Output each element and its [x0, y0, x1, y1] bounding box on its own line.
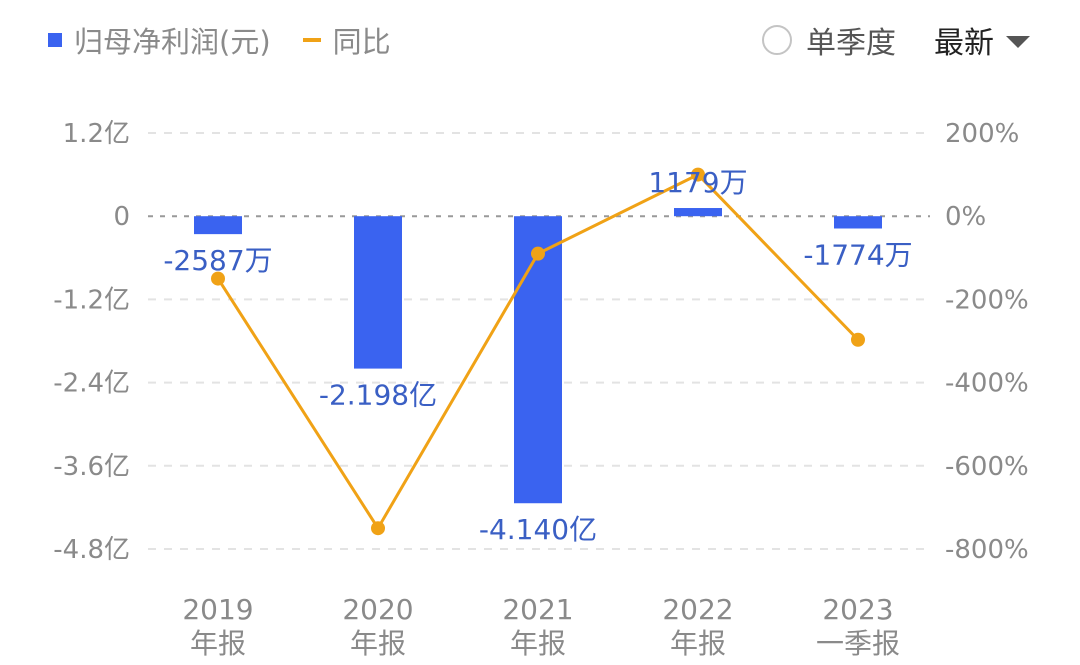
y-left-tick-label: -2.4亿 [53, 369, 130, 399]
yoy-point [371, 521, 385, 536]
x-category-label-period: 一季报 [816, 627, 900, 660]
yoy-point [851, 332, 865, 347]
bar-data-label: -4.140亿 [479, 513, 597, 546]
x-category-label-period: 年报 [190, 627, 246, 660]
bar [834, 216, 882, 229]
chevron-down-icon[interactable] [1006, 36, 1030, 48]
y-right-tick-label: -600% [945, 452, 1029, 482]
y-left-tick-label: 0 [113, 202, 130, 232]
y-right-tick-label: -800% [945, 535, 1029, 565]
bar [674, 208, 722, 217]
x-category-label-year: 2022 [662, 593, 733, 626]
single-quarter-radio[interactable] [762, 25, 792, 55]
legend-bar-label: 归母净利润(元) [74, 25, 271, 59]
y-right-tick-label: 0% [945, 202, 986, 232]
bar-data-label: 1179万 [648, 166, 747, 199]
y-left-tick-label: 1.2亿 [63, 119, 130, 149]
x-category-label-year: 2019 [182, 593, 253, 626]
legend-bar-swatch [48, 33, 62, 47]
latest-dropdown-label[interactable]: 最新 [934, 26, 994, 61]
bar-data-label: -2587万 [163, 244, 272, 277]
x-category-label-period: 年报 [510, 627, 566, 660]
yoy-point [691, 167, 705, 182]
legend: 归母净利润(元) 同比 [48, 18, 391, 62]
bar-data-label: -1774万 [803, 238, 912, 271]
x-category-label-year: 2020 [342, 593, 413, 626]
x-category-label-year: 2021 [502, 593, 573, 626]
y-right-tick-label: -200% [945, 285, 1029, 315]
single-quarter-label[interactable]: 单季度 [806, 26, 896, 61]
y-right-tick-label: 200% [945, 119, 1019, 149]
bar [514, 216, 562, 504]
x-category-label-year: 2023 [822, 593, 893, 626]
x-category-label-period: 年报 [670, 627, 726, 660]
y-left-tick-label: -3.6亿 [53, 452, 130, 482]
bar [194, 216, 242, 235]
y-left-tick-label: -4.8亿 [53, 535, 130, 565]
yoy-point [211, 271, 225, 286]
legend-line-swatch [302, 38, 321, 42]
x-category-label-period: 年报 [350, 627, 406, 660]
yoy-point [531, 246, 545, 261]
bar-data-label: -2.198亿 [319, 379, 437, 412]
legend-line-label: 同比 [332, 25, 391, 59]
bar [354, 216, 402, 369]
chart-controls: 单季度 最新 [762, 18, 1030, 62]
y-right-tick-label: -400% [945, 369, 1029, 399]
y-left-tick-label: -1.2亿 [53, 285, 130, 315]
